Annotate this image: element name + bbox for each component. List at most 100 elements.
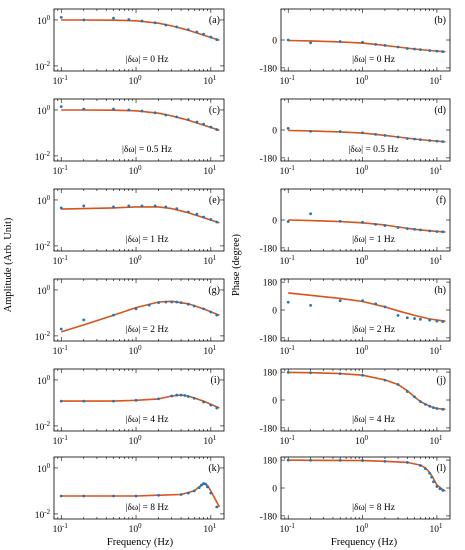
panel-f: 10-1 100 101 0 -180 (f) |δω| = 1 Hz bbox=[260, 188, 451, 267]
condition-label: |δω| = 2 Hz bbox=[352, 325, 395, 335]
plot-frame bbox=[53, 8, 225, 72]
data-point bbox=[202, 32, 205, 36]
data-point bbox=[374, 222, 378, 226]
data-point bbox=[432, 480, 435, 484]
x-tick-label: 101 bbox=[203, 75, 216, 87]
data-point bbox=[202, 215, 205, 219]
x-tick-label: 100 bbox=[129, 435, 143, 447]
data-point bbox=[134, 398, 138, 402]
data-point bbox=[430, 475, 434, 479]
panel-k: 10-1 100 101 100 10-2 (k) |δω| = 8 Hz bbox=[35, 456, 225, 535]
y-tick-label: -180 bbox=[260, 424, 278, 434]
data-point bbox=[374, 302, 378, 306]
data-point bbox=[338, 219, 342, 223]
x-tick-label: 101 bbox=[429, 75, 442, 87]
data-point bbox=[396, 226, 400, 229]
data-point bbox=[170, 394, 174, 398]
condition-label: |δω| = 8 Hz bbox=[126, 503, 169, 513]
data-point bbox=[209, 403, 213, 407]
data-point bbox=[338, 372, 342, 376]
data-point bbox=[309, 129, 312, 133]
x-tick-label: 100 bbox=[355, 75, 369, 87]
data-point bbox=[383, 305, 387, 309]
y-tick-label: -180 bbox=[260, 64, 278, 74]
data-point bbox=[175, 393, 179, 397]
x-tick-label: 100 bbox=[129, 523, 143, 535]
condition-label: |δω| = 1 Hz bbox=[352, 235, 395, 245]
panel-tag: (a) bbox=[209, 15, 220, 26]
data-point bbox=[419, 464, 422, 467]
data-point bbox=[164, 23, 168, 27]
data-point bbox=[204, 482, 207, 486]
y-tick-label: 100 bbox=[37, 105, 51, 117]
data-point bbox=[309, 371, 312, 375]
data-point bbox=[209, 491, 213, 495]
data-point bbox=[309, 303, 312, 307]
data-point bbox=[338, 459, 342, 462]
x-tick-label: 10-1 bbox=[280, 165, 295, 177]
data-point bbox=[112, 16, 115, 20]
x-tick-label: 100 bbox=[129, 345, 143, 357]
x-tick-label: 101 bbox=[429, 345, 442, 357]
y-tick-label: 0 bbox=[272, 217, 277, 227]
data-point bbox=[192, 396, 196, 400]
x-tick-label: 100 bbox=[355, 255, 369, 267]
data-point bbox=[127, 18, 131, 21]
data-point bbox=[175, 25, 179, 29]
data-point bbox=[309, 458, 312, 462]
data-point bbox=[134, 307, 138, 311]
data-point bbox=[419, 317, 422, 321]
data-point bbox=[215, 38, 219, 41]
data-point bbox=[127, 204, 131, 208]
data-point bbox=[423, 402, 427, 406]
data-point bbox=[441, 230, 445, 234]
panel-tag: (f) bbox=[436, 195, 446, 206]
data-point bbox=[164, 205, 168, 209]
data-point bbox=[413, 395, 416, 399]
data-point bbox=[179, 493, 183, 496]
data-point bbox=[164, 300, 168, 304]
panel-a: 10-1 100 101 100 10-2 (a) |δω| = 0 Hz bbox=[35, 8, 225, 87]
data-point bbox=[186, 210, 190, 214]
data-point bbox=[209, 218, 213, 221]
panel-j: 10-1 100 101 180 0 -180 (j) |δω| = 4 Hz bbox=[260, 368, 451, 447]
plot-frame bbox=[53, 188, 225, 252]
data-point bbox=[82, 494, 86, 498]
data-point bbox=[383, 459, 387, 463]
data-point bbox=[286, 300, 290, 304]
x-tick-label: 10-1 bbox=[53, 345, 68, 357]
data-point bbox=[361, 40, 364, 44]
data-point bbox=[112, 399, 115, 403]
x-tick-label: 10-1 bbox=[280, 255, 295, 267]
data-point bbox=[140, 109, 144, 113]
data-point bbox=[405, 316, 409, 320]
data-point bbox=[435, 230, 439, 233]
data-point bbox=[82, 318, 86, 322]
plot-frame bbox=[53, 368, 225, 432]
panel-tag: (j) bbox=[437, 375, 446, 386]
data-point bbox=[435, 49, 439, 53]
x-tick-label: 100 bbox=[355, 523, 369, 535]
data-point bbox=[112, 107, 115, 111]
data-point bbox=[215, 406, 219, 410]
y-tick-label: 10-2 bbox=[35, 331, 51, 343]
x-tick-label: 101 bbox=[429, 165, 442, 177]
data-point bbox=[140, 19, 144, 23]
x-tick-label: 100 bbox=[355, 165, 369, 177]
plot-frame bbox=[53, 98, 225, 162]
x-tick-label: 101 bbox=[203, 523, 216, 535]
data-point bbox=[419, 400, 422, 403]
data-point bbox=[164, 113, 168, 117]
x-tick-label: 101 bbox=[429, 255, 442, 267]
data-point bbox=[59, 15, 63, 19]
data-point bbox=[153, 111, 157, 115]
data-point bbox=[170, 300, 174, 304]
data-point bbox=[82, 18, 86, 22]
data-point bbox=[175, 115, 179, 119]
data-point bbox=[59, 399, 63, 403]
data-point bbox=[361, 299, 364, 303]
panel-tag: (c) bbox=[209, 105, 220, 116]
data-point bbox=[413, 317, 416, 320]
data-point bbox=[59, 327, 63, 331]
